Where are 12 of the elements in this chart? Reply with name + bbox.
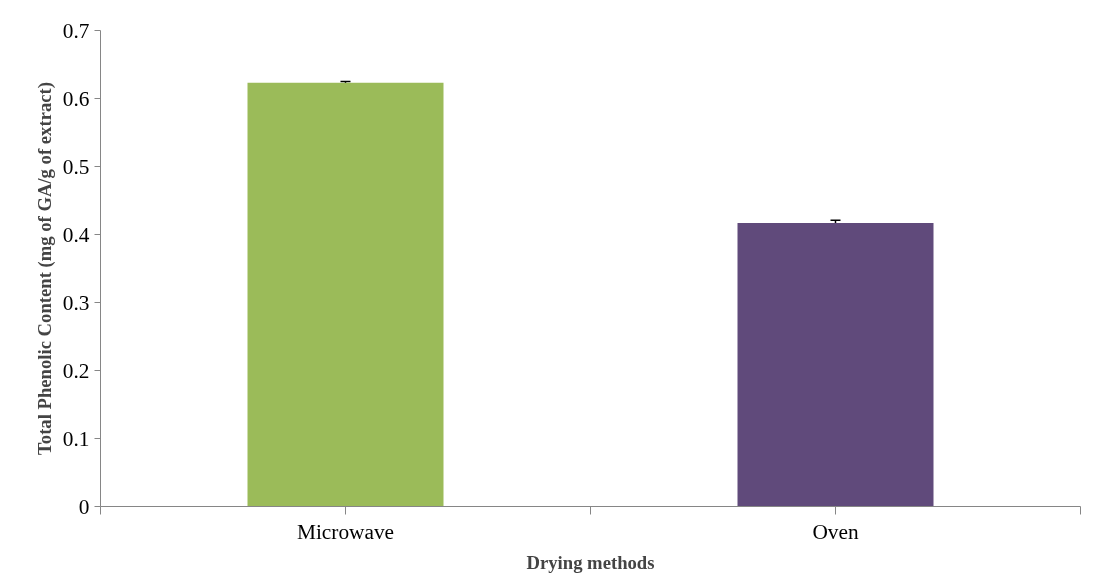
y-tick-label: 0.2 xyxy=(62,358,90,383)
x-tick-label: Oven xyxy=(812,519,859,544)
y-tick-label: 0.6 xyxy=(62,86,90,111)
y-tick-label: 0.1 xyxy=(62,426,90,451)
y-tick-label: 0 xyxy=(78,494,90,519)
y-tick-label: 0.3 xyxy=(62,290,90,315)
y-tick-label: 0.5 xyxy=(62,154,90,179)
y-axis-title: Total Phenolic Content (mg of GA/g of extract) xyxy=(33,82,56,455)
y-tick-label: 0.7 xyxy=(62,18,90,43)
x-axis-title: Drying methods xyxy=(526,551,655,573)
x-tick-label: Microwave xyxy=(296,519,395,544)
y-tick-label: 0.4 xyxy=(62,222,90,247)
